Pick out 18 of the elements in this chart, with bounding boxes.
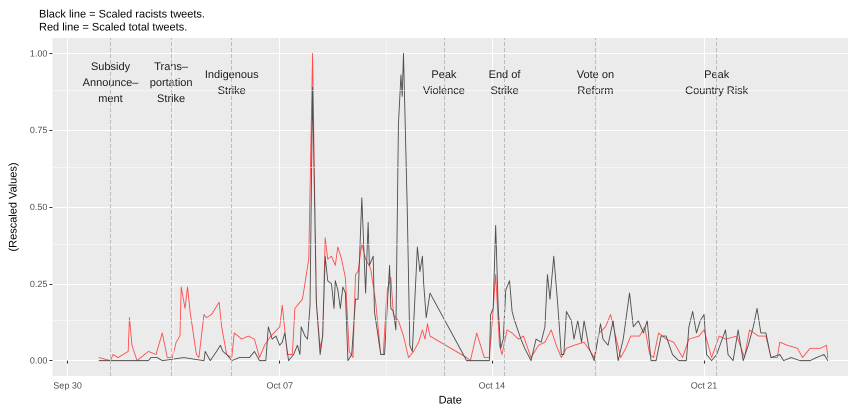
ref-line-label: Peak Country Risk bbox=[685, 69, 749, 97]
y-tick-label: 0.75 bbox=[30, 125, 48, 136]
ref-line-label: End of Strike bbox=[488, 69, 522, 97]
x-axis-title: Date bbox=[438, 394, 462, 406]
ref-line-label: Vote on Reform bbox=[576, 69, 614, 97]
ref-line-label: Indigenous Strike bbox=[204, 69, 260, 97]
x-tick-label: Oct 07 bbox=[266, 380, 293, 390]
y-tick-label: 0.00 bbox=[30, 356, 48, 366]
y-tick-label: 0.50 bbox=[30, 202, 48, 212]
ref-line-label: Peak Violence bbox=[422, 69, 465, 97]
x-tick-label: Oct 14 bbox=[478, 380, 506, 390]
y-tick-label: 1.00 bbox=[30, 48, 48, 58]
y-tick-label: 0.25 bbox=[30, 278, 48, 289]
chart-title: Black line = Scaled racists tweets. Red line = Scaled total tweets. bbox=[39, 8, 205, 34]
x-tick-label: Sep 30 bbox=[53, 380, 82, 390]
y-axis-title: (Rescaled Values) bbox=[8, 162, 20, 252]
x-tick-label: Oct 21 bbox=[690, 380, 718, 390]
ref-line-label: Subsidy Announce– ment bbox=[82, 61, 140, 105]
